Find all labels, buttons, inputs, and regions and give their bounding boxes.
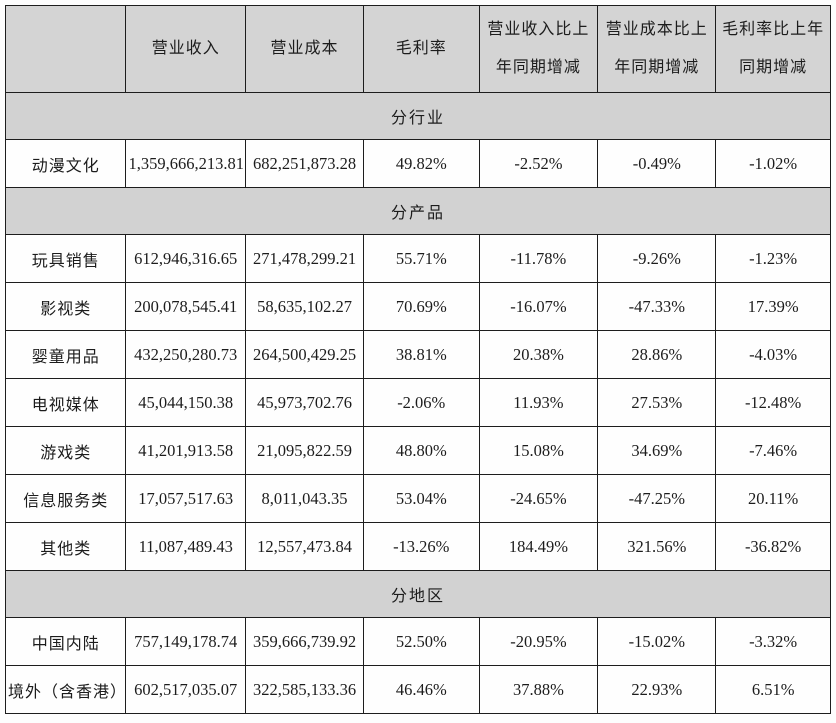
value-cell: 41,201,913.58	[125, 426, 247, 475]
value-cell: 1,359,666,213.81	[125, 139, 247, 188]
value-cell: 271,478,299.21	[245, 234, 365, 283]
table-header: 营业收入 营业成本 毛利率 营业收入比上年同期增减 营业成本比上年同期增减 毛利…	[4, 5, 831, 93]
value-cell: 22.93%	[597, 665, 717, 714]
value-cell: 11.93%	[478, 378, 599, 427]
value-cell: -2.06%	[363, 378, 480, 427]
value-cell: 34.69%	[597, 426, 717, 475]
value-cell: -7.46%	[715, 426, 831, 475]
value-cell: 52.50%	[363, 617, 480, 666]
value-cell: -3.32%	[715, 617, 831, 666]
value-cell: 45,973,702.76	[245, 378, 365, 427]
value-cell: 20.38%	[478, 330, 599, 379]
row-label-cell: 影视类	[4, 282, 127, 331]
data-row: 婴童用品 432,250,280.73 264,500,429.25 38.81% 20…	[4, 330, 831, 379]
value-cell: 28.86%	[597, 330, 717, 379]
value-cell: -9.26%	[597, 234, 717, 283]
table-header-row: 营业收入 营业成本 毛利率 营业收入比上年同期增减 营业成本比上年同期增减 毛利…	[4, 5, 831, 93]
value-cell: 12,557,473.84	[245, 522, 365, 571]
data-row: 中国内陆 757,149,178.74 359,666,739.92 52.50% -2…	[4, 617, 831, 666]
value-cell: -1.23%	[715, 234, 831, 283]
column-header-cost: 营业成本	[245, 5, 365, 93]
value-cell: 200,078,545.41	[125, 282, 247, 331]
value-cell: 45,044,150.38	[125, 378, 247, 427]
section-title: 分行业	[5, 92, 831, 140]
column-header-revenue-yoy: 营业收入比上年同期增减	[478, 5, 599, 93]
value-cell: -47.25%	[597, 474, 717, 523]
value-cell: -0.49%	[597, 139, 717, 188]
row-label-cell: 中国内陆	[4, 617, 127, 666]
value-cell: -16.07%	[478, 282, 599, 331]
value-cell: 49.82%	[363, 139, 480, 188]
column-header-revenue: 营业收入	[125, 5, 247, 93]
value-cell: 55.71%	[363, 234, 480, 283]
value-cell: 38.81%	[363, 330, 480, 379]
row-label-cell: 玩具销售	[4, 234, 127, 283]
value-cell: 6.51%	[715, 665, 831, 714]
value-cell: 757,149,178.74	[125, 617, 247, 666]
value-cell: -4.03%	[715, 330, 831, 379]
segment-report-table-wrap: 营业收入 营业成本 毛利率 营业收入比上年同期增减 营业成本比上年同期增减 毛利…	[4, 5, 831, 714]
value-cell: 58,635,102.27	[245, 282, 365, 331]
value-cell: -1.02%	[715, 139, 831, 188]
segment-report-table: 营业收入 营业成本 毛利率 营业收入比上年同期增减 营业成本比上年同期增减 毛利…	[4, 5, 831, 714]
row-label-cell: 其他类	[4, 522, 127, 571]
value-cell: 432,250,280.73	[125, 330, 247, 379]
value-cell: 359,666,739.92	[245, 617, 365, 666]
value-cell: 21,095,822.59	[245, 426, 365, 475]
section-title: 分产品	[5, 187, 831, 235]
value-cell: 11,087,489.43	[125, 522, 247, 571]
value-cell: -47.33%	[597, 282, 717, 331]
row-label-cell: 游戏类	[4, 426, 127, 475]
data-row: 玩具销售 612,946,316.65 271,478,299.21 55.71% -1…	[4, 234, 831, 283]
value-cell: 321.56%	[597, 522, 717, 571]
row-label-cell: 婴童用品	[4, 330, 127, 379]
value-cell: 48.80%	[363, 426, 480, 475]
value-cell: -24.65%	[478, 474, 599, 523]
value-cell: 17,057,517.63	[125, 474, 247, 523]
value-cell: 612,946,316.65	[125, 234, 247, 283]
row-label-cell: 信息服务类	[4, 474, 127, 523]
data-row: 游戏类 41,201,913.58 21,095,822.59 48.80% 15.08…	[4, 426, 831, 475]
value-cell: -13.26%	[363, 522, 480, 571]
column-header-gross-margin: 毛利率	[363, 5, 480, 93]
value-cell: 37.88%	[478, 665, 599, 714]
column-header-gross-margin-yoy: 毛利率比上年同期增减	[715, 5, 831, 93]
value-cell: 53.04%	[363, 474, 480, 523]
value-cell: -2.52%	[478, 139, 599, 188]
value-cell: 602,517,035.07	[125, 665, 247, 714]
value-cell: 15.08%	[478, 426, 599, 475]
value-cell: -36.82%	[715, 522, 831, 571]
data-row: 境外（含香港） 602,517,035.07 322,585,133.36 46.46…	[4, 665, 831, 714]
value-cell: 27.53%	[597, 378, 717, 427]
value-cell: 46.46%	[363, 665, 480, 714]
section-row: 分行业	[5, 92, 831, 140]
value-cell: 8,011,043.35	[245, 474, 365, 523]
data-row: 动漫文化 1,359,666,213.81 682,251,873.28 49.82%…	[4, 139, 831, 188]
section-row: 分产品	[5, 187, 831, 235]
value-cell: 682,251,873.28	[245, 139, 365, 188]
table-body: 分行业 动漫文化 1,359,666,213.81 682,251,873.28 49.…	[4, 92, 831, 714]
section-row: 分地区	[5, 570, 831, 618]
column-header-empty	[4, 5, 127, 93]
data-row: 影视类 200,078,545.41 58,635,102.27 70.69% -16.…	[4, 282, 831, 331]
value-cell: 20.11%	[715, 474, 831, 523]
row-label-cell: 动漫文化	[4, 139, 127, 188]
data-row: 电视媒体 45,044,150.38 45,973,702.76 -2.06% 11.9…	[4, 378, 831, 427]
value-cell: 184.49%	[478, 522, 599, 571]
value-cell: -11.78%	[478, 234, 599, 283]
row-label-cell: 电视媒体	[4, 378, 127, 427]
data-row: 信息服务类 17,057,517.63 8,011,043.35 53.04% -24.…	[4, 474, 831, 523]
value-cell: 264,500,429.25	[245, 330, 365, 379]
value-cell: 70.69%	[363, 282, 480, 331]
column-header-cost-yoy: 营业成本比上年同期增减	[597, 5, 717, 93]
value-cell: -12.48%	[715, 378, 831, 427]
value-cell: 322,585,133.36	[245, 665, 365, 714]
row-label-cell: 境外（含香港）	[4, 665, 127, 714]
value-cell: -20.95%	[478, 617, 599, 666]
value-cell: -15.02%	[597, 617, 717, 666]
value-cell: 17.39%	[715, 282, 831, 331]
data-row: 其他类 11,087,489.43 12,557,473.84 -13.26% 184.…	[4, 522, 831, 571]
section-title: 分地区	[5, 570, 831, 618]
